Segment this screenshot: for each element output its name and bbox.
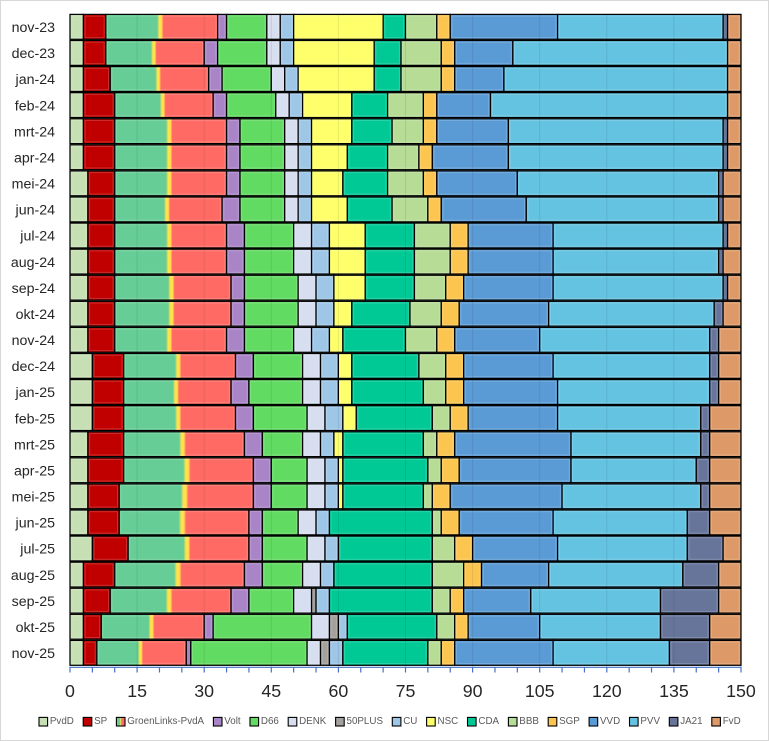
svg-text:75: 75 xyxy=(396,681,416,701)
svg-text:60: 60 xyxy=(329,681,349,701)
svg-text:feb-24: feb-24 xyxy=(15,98,55,114)
svg-text:apr-25: apr-25 xyxy=(14,464,55,480)
svg-text:nov-24: nov-24 xyxy=(12,333,55,349)
svg-text:mei-25: mei-25 xyxy=(12,490,55,506)
svg-text:Volt: Volt xyxy=(224,716,241,727)
svg-text:15: 15 xyxy=(127,681,147,701)
svg-text:aug-24: aug-24 xyxy=(11,255,55,271)
svg-text:feb-25: feb-25 xyxy=(15,411,55,427)
svg-text:CU: CU xyxy=(403,716,417,727)
svg-text:mrt-24: mrt-24 xyxy=(14,124,55,140)
svg-text:jun-24: jun-24 xyxy=(15,203,56,219)
svg-text:45: 45 xyxy=(261,681,281,701)
svg-text:SP: SP xyxy=(94,716,108,727)
svg-text:mrt-25: mrt-25 xyxy=(14,437,55,453)
svg-text:50PLUS: 50PLUS xyxy=(347,716,384,727)
svg-text:nov-25: nov-25 xyxy=(12,646,55,662)
svg-text:NSC: NSC xyxy=(438,716,459,727)
svg-text:120: 120 xyxy=(592,681,622,701)
svg-text:PvdD: PvdD xyxy=(50,716,74,727)
svg-text:CDA: CDA xyxy=(478,716,499,727)
svg-text:dec-24: dec-24 xyxy=(12,359,55,375)
svg-text:aug-25: aug-25 xyxy=(11,568,55,584)
svg-text:105: 105 xyxy=(525,681,555,701)
svg-text:DENK: DENK xyxy=(299,716,327,727)
svg-text:BBB: BBB xyxy=(519,716,539,727)
svg-text:SGP: SGP xyxy=(559,716,580,727)
svg-text:jun-25: jun-25 xyxy=(15,516,56,532)
svg-text:VVD: VVD xyxy=(600,716,620,727)
svg-text:apr-24: apr-24 xyxy=(14,151,55,167)
svg-text:GroenLinks-PvdA: GroenLinks-PvdA xyxy=(127,716,204,727)
svg-text:30: 30 xyxy=(194,681,214,701)
svg-text:okt-25: okt-25 xyxy=(16,620,56,636)
svg-text:okt-24: okt-24 xyxy=(16,307,56,323)
svg-text:90: 90 xyxy=(463,681,483,701)
svg-text:sep-25: sep-25 xyxy=(12,594,55,610)
svg-text:JA21: JA21 xyxy=(680,716,702,727)
svg-text:dec-23: dec-23 xyxy=(12,46,55,62)
svg-text:150: 150 xyxy=(726,681,756,701)
svg-text:jan-24: jan-24 xyxy=(15,72,56,88)
svg-text:0: 0 xyxy=(65,681,75,701)
svg-text:nov-23: nov-23 xyxy=(12,20,55,36)
svg-text:PVV: PVV xyxy=(640,716,660,727)
svg-text:jul-25: jul-25 xyxy=(19,542,55,558)
svg-text:sep-24: sep-24 xyxy=(12,281,55,297)
svg-text:mei-24: mei-24 xyxy=(12,177,55,193)
svg-text:135: 135 xyxy=(659,681,689,701)
svg-text:FvD: FvD xyxy=(723,716,741,727)
svg-text:D66: D66 xyxy=(261,716,280,727)
svg-text:jan-25: jan-25 xyxy=(15,385,56,401)
svg-text:jul-24: jul-24 xyxy=(19,229,55,245)
